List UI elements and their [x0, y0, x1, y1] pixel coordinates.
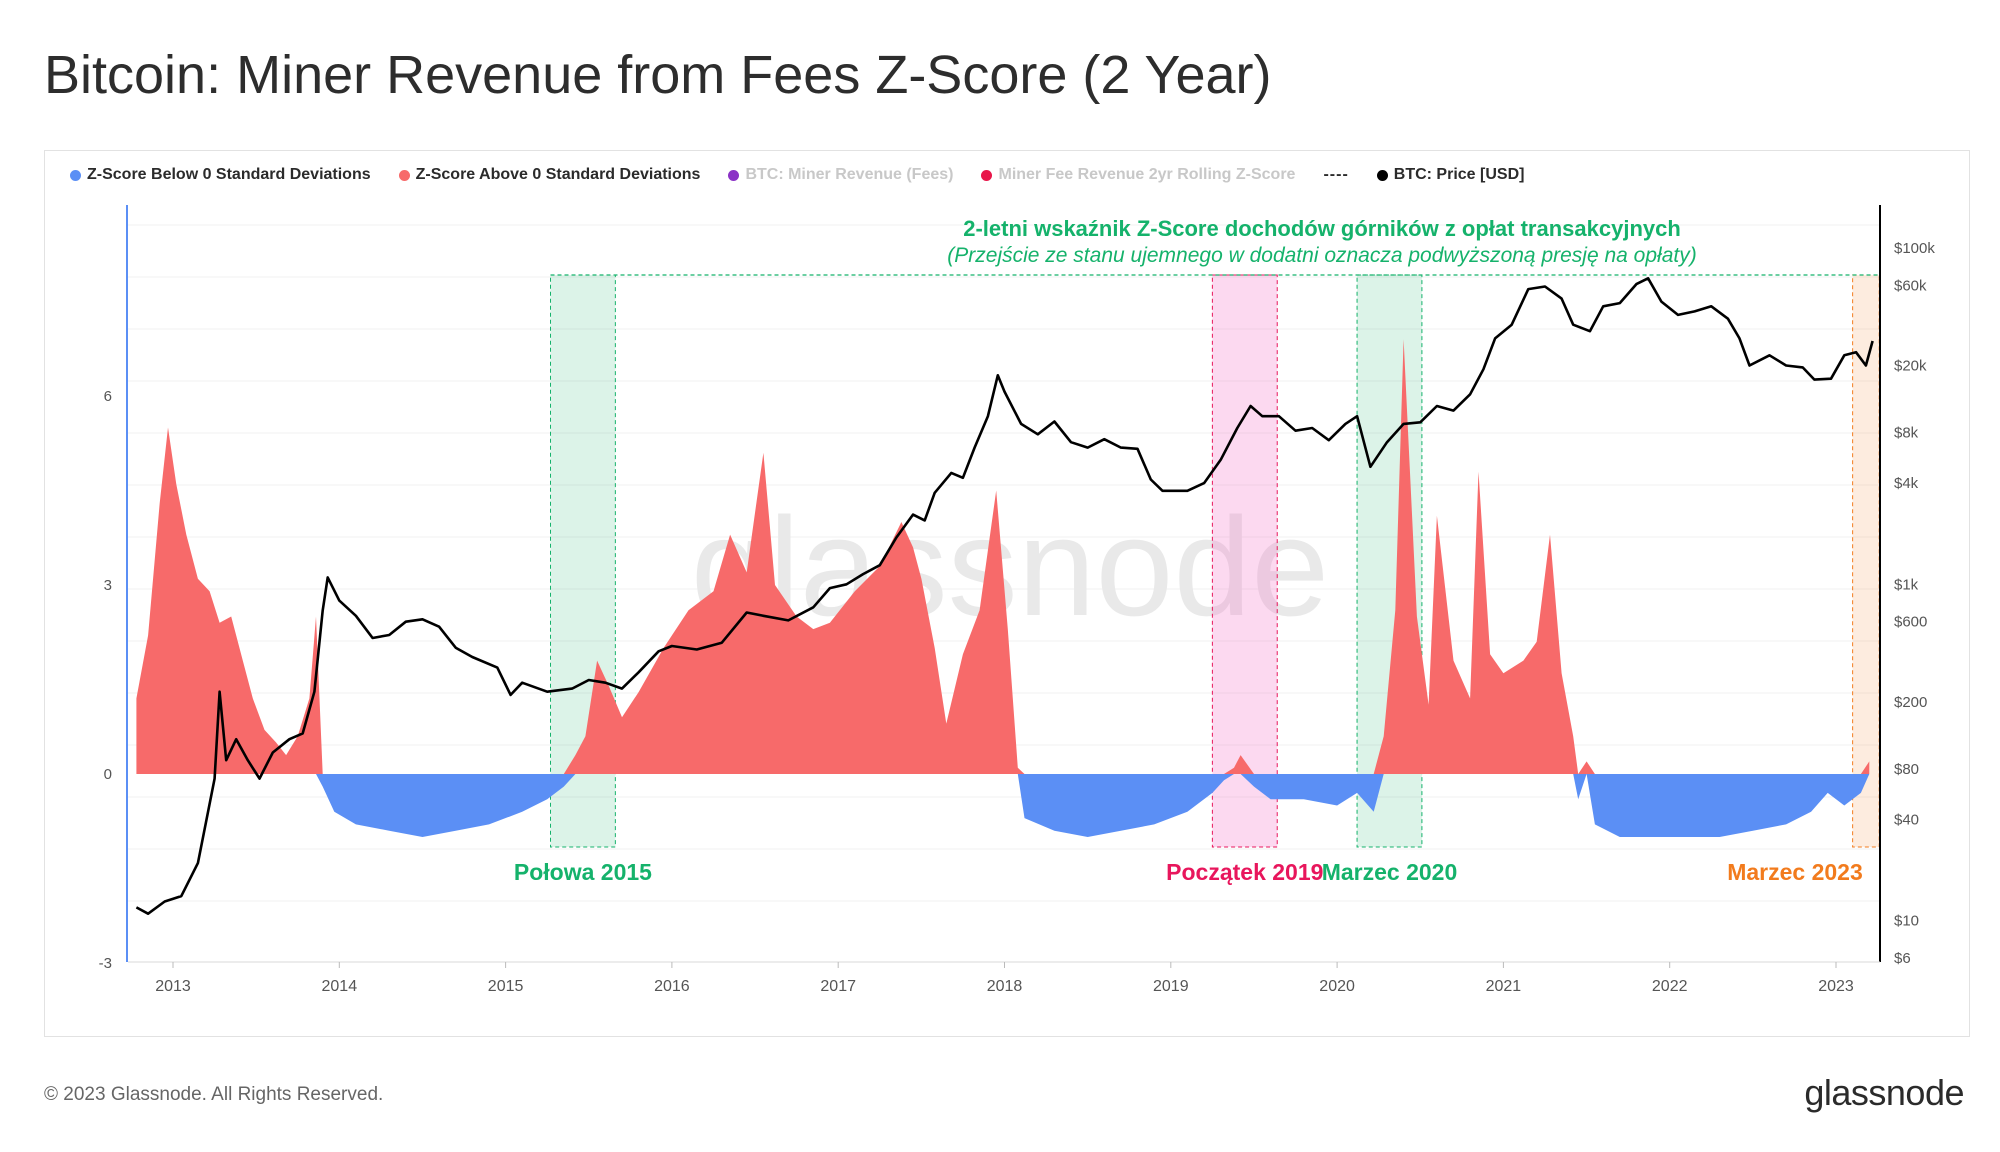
chart-frame: [44, 150, 1970, 1037]
annotation-subtitle: (Przejście ze stanu ujemnego w dodatni o…: [947, 244, 1696, 267]
x-tick-label: 2018: [987, 978, 1023, 995]
y-right-tick-label: $6: [1894, 950, 1911, 967]
page-title: Bitcoin: Miner Revenue from Fees Z-Score…: [44, 45, 1272, 105]
legend-label: ----: [1323, 166, 1349, 183]
y-right-tick-label: $600: [1894, 614, 1927, 631]
x-tick-label: 2013: [155, 978, 191, 995]
zscore-below-area: [136, 774, 1870, 837]
y-right-tick-label: $100k: [1894, 240, 1935, 257]
x-tick-label: 2016: [654, 978, 690, 995]
legend-item-zscore-above[interactable]: Z-Score Above 0 Standard Deviations: [398, 166, 701, 184]
y-right-tick-label: $4k: [1894, 475, 1919, 492]
annotation-title: 2-letni wskaźnik Z-Score dochodów górnik…: [963, 216, 1681, 241]
highlight-label: Marzec 2020: [1322, 859, 1458, 885]
highlight-band: [1211, 274, 1278, 848]
highlight-band: [1852, 274, 1880, 848]
y-right-tick-label: $60k: [1894, 277, 1927, 294]
y-right-tick-label: $8k: [1894, 424, 1919, 441]
y-right-tick-label: $1k: [1894, 576, 1919, 593]
y-right-tick-label: $40: [1894, 811, 1919, 828]
y-left-tick-label: 6: [104, 388, 112, 405]
highlight-label: Marzec 2023: [1727, 859, 1863, 885]
legend-dot-blue: [70, 169, 81, 181]
y-right-tick-label: $200: [1894, 694, 1927, 711]
x-tick-label: 2015: [488, 978, 524, 995]
legend-dot-red: [398, 169, 410, 181]
x-tick-label: 2014: [322, 978, 358, 995]
footer-copyright: © 2023 Glassnode. All Rights Reserved.: [44, 1084, 384, 1105]
legend-item-zscore-below[interactable]: Z-Score Below 0 Standard Deviations: [70, 166, 371, 184]
y-left-tick-label: 3: [104, 577, 112, 594]
legend-label: Miner Fee Revenue 2yr Rolling Z-Score: [998, 166, 1296, 183]
glassnode-logo: glassnode: [1804, 1072, 1964, 1113]
highlight-label: Początek 2019: [1166, 859, 1323, 885]
y-left-tick-label: 0: [104, 766, 112, 783]
x-tick-label: 2021: [1486, 978, 1522, 995]
legend-label: BTC: Miner Revenue (Fees): [745, 166, 954, 183]
y-left-tick-label: -3: [99, 955, 112, 972]
zscore-above-area: [136, 339, 1870, 774]
legend-dot-black: [1376, 169, 1388, 181]
legend-item-miner-revenue[interactable]: BTC: Miner Revenue (Fees): [728, 166, 953, 184]
y-right-tick-label: $80: [1894, 761, 1919, 778]
legend-dot-purple: [728, 169, 740, 181]
x-tick-label: 2020: [1319, 978, 1355, 995]
btc-price-line: [135, 277, 1874, 915]
legend-label: Z-Score Below 0 Standard Deviations: [87, 166, 371, 183]
x-tick-label: 2017: [820, 978, 856, 995]
x-tick-label: 2022: [1652, 978, 1688, 995]
y-right-tick-label: $20k: [1894, 358, 1927, 375]
legend-item-rolling-zscore[interactable]: Miner Fee Revenue 2yr Rolling Z-Score: [981, 166, 1295, 184]
y-right-tick-label: $10: [1894, 913, 1919, 930]
x-tick-label: 2023: [1818, 978, 1854, 995]
legend-label: BTC: Price [USD]: [1393, 166, 1525, 183]
x-tick-label: 2019: [1153, 978, 1189, 995]
legend-item-dash[interactable]: ----: [1323, 166, 1348, 184]
chart-legend: Z-Score Below 0 Standard Deviations Z-Sc…: [70, 166, 1524, 184]
highlight-label: Połowa 2015: [514, 859, 652, 885]
legend-label: Z-Score Above 0 Standard Deviations: [415, 166, 701, 183]
legend-dot-crimson: [981, 169, 993, 181]
legend-item-btc-price[interactable]: BTC: Price [USD]: [1376, 166, 1525, 184]
